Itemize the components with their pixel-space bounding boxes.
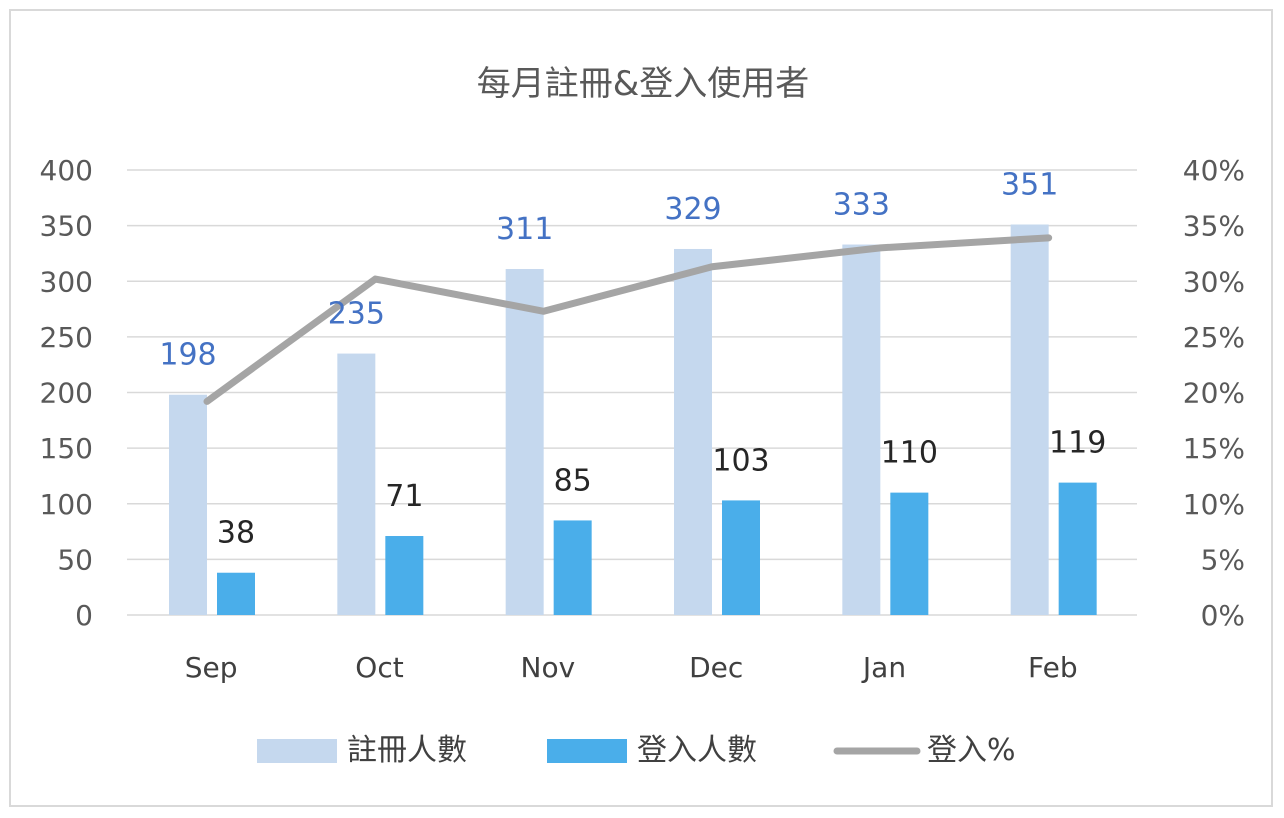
legend-swatch-logins xyxy=(547,739,627,763)
category-label: Nov xyxy=(521,651,576,684)
data-label-logins: 38 xyxy=(217,516,255,551)
bars xyxy=(169,224,1097,616)
data-label-logins: 71 xyxy=(385,479,423,514)
right-axis-tick-label: 40% xyxy=(1183,154,1245,187)
chart-frame: 每月註冊&登入使用者 0 50 100 150 200 250 300 350 400 0% 5%… xyxy=(9,9,1273,807)
data-label-registered: 198 xyxy=(159,338,216,373)
data-label-logins: 103 xyxy=(712,443,769,478)
left-axis-tick-label: 200 xyxy=(40,377,93,410)
left-axis-tick-label: 350 xyxy=(40,210,93,243)
left-axis-tick-label: 50 xyxy=(57,543,93,576)
bar-registered xyxy=(1010,224,1049,615)
left-axis-tick-label: 250 xyxy=(40,321,93,354)
legend: 註冊人數 登入人數 登入% xyxy=(257,733,1016,768)
data-label-registered: 333 xyxy=(833,188,890,223)
bar-logins xyxy=(722,500,760,615)
category-label: Feb xyxy=(1028,651,1078,684)
legend-label-logins: 登入人數 xyxy=(637,733,757,768)
right-axis-tick-label: 10% xyxy=(1183,488,1245,521)
right-axis-tick-label: 25% xyxy=(1183,321,1245,354)
legend-label-login-percent: 登入% xyxy=(927,733,1016,768)
data-label-logins: 119 xyxy=(1049,426,1106,461)
bar-logins xyxy=(553,520,592,615)
legend-label-registered: 註冊人數 xyxy=(347,733,467,768)
right-axis-ticks: 0% 5% 10% 15% 20% 25% 30% 35% 40% xyxy=(1183,154,1245,632)
chart-title: 每月註冊&登入使用者 xyxy=(477,64,810,104)
bar-registered xyxy=(674,248,712,616)
right-axis-tick-label: 30% xyxy=(1183,265,1245,298)
bar-logins xyxy=(1058,482,1097,615)
bar-registered xyxy=(842,244,881,615)
bar-registered xyxy=(337,353,376,615)
left-axis-ticks: 0 50 100 150 200 250 300 350 400 xyxy=(40,154,93,632)
data-labels: 198 38 235 71 311 85 329 103 333 110 351 119 xyxy=(159,168,1106,551)
legend-swatch-registered xyxy=(257,739,337,763)
bar-registered xyxy=(169,394,207,615)
right-axis-tick-label: 5% xyxy=(1201,543,1245,576)
category-label: Sep xyxy=(185,651,238,684)
line-series xyxy=(203,234,1053,405)
left-axis-tick-label: 0 xyxy=(75,599,93,632)
data-label-logins: 110 xyxy=(881,436,938,471)
data-label-registered: 311 xyxy=(496,212,553,247)
bar-registered xyxy=(505,269,544,615)
category-label: Oct xyxy=(355,651,403,684)
category-label: Dec xyxy=(689,651,743,684)
bar-logins xyxy=(890,492,929,615)
left-axis-tick-label: 300 xyxy=(40,265,93,298)
left-axis-tick-label: 150 xyxy=(40,432,93,465)
data-label-registered: 235 xyxy=(328,297,385,332)
left-axis-tick-label: 400 xyxy=(40,154,93,187)
combo-chart: 每月註冊&登入使用者 0 50 100 150 200 250 300 350 400 0% 5%… xyxy=(40,64,1245,768)
bar-logins xyxy=(217,572,255,615)
left-axis-tick-label: 100 xyxy=(40,488,93,521)
data-label-registered: 351 xyxy=(1001,168,1058,203)
category-label: Jan xyxy=(861,651,906,684)
data-label-registered: 329 xyxy=(664,192,721,227)
right-axis-tick-label: 35% xyxy=(1183,210,1245,243)
data-label-logins: 85 xyxy=(554,463,592,498)
right-axis-tick-label: 15% xyxy=(1183,432,1245,465)
right-axis-tick-label: 0% xyxy=(1201,599,1245,632)
category-labels: Sep Oct Nov Dec Jan Feb xyxy=(185,651,1078,684)
right-axis-tick-label: 20% xyxy=(1183,377,1245,410)
line-login-percent xyxy=(203,234,1053,405)
gridlines xyxy=(127,169,1137,616)
bar-logins xyxy=(385,536,424,615)
